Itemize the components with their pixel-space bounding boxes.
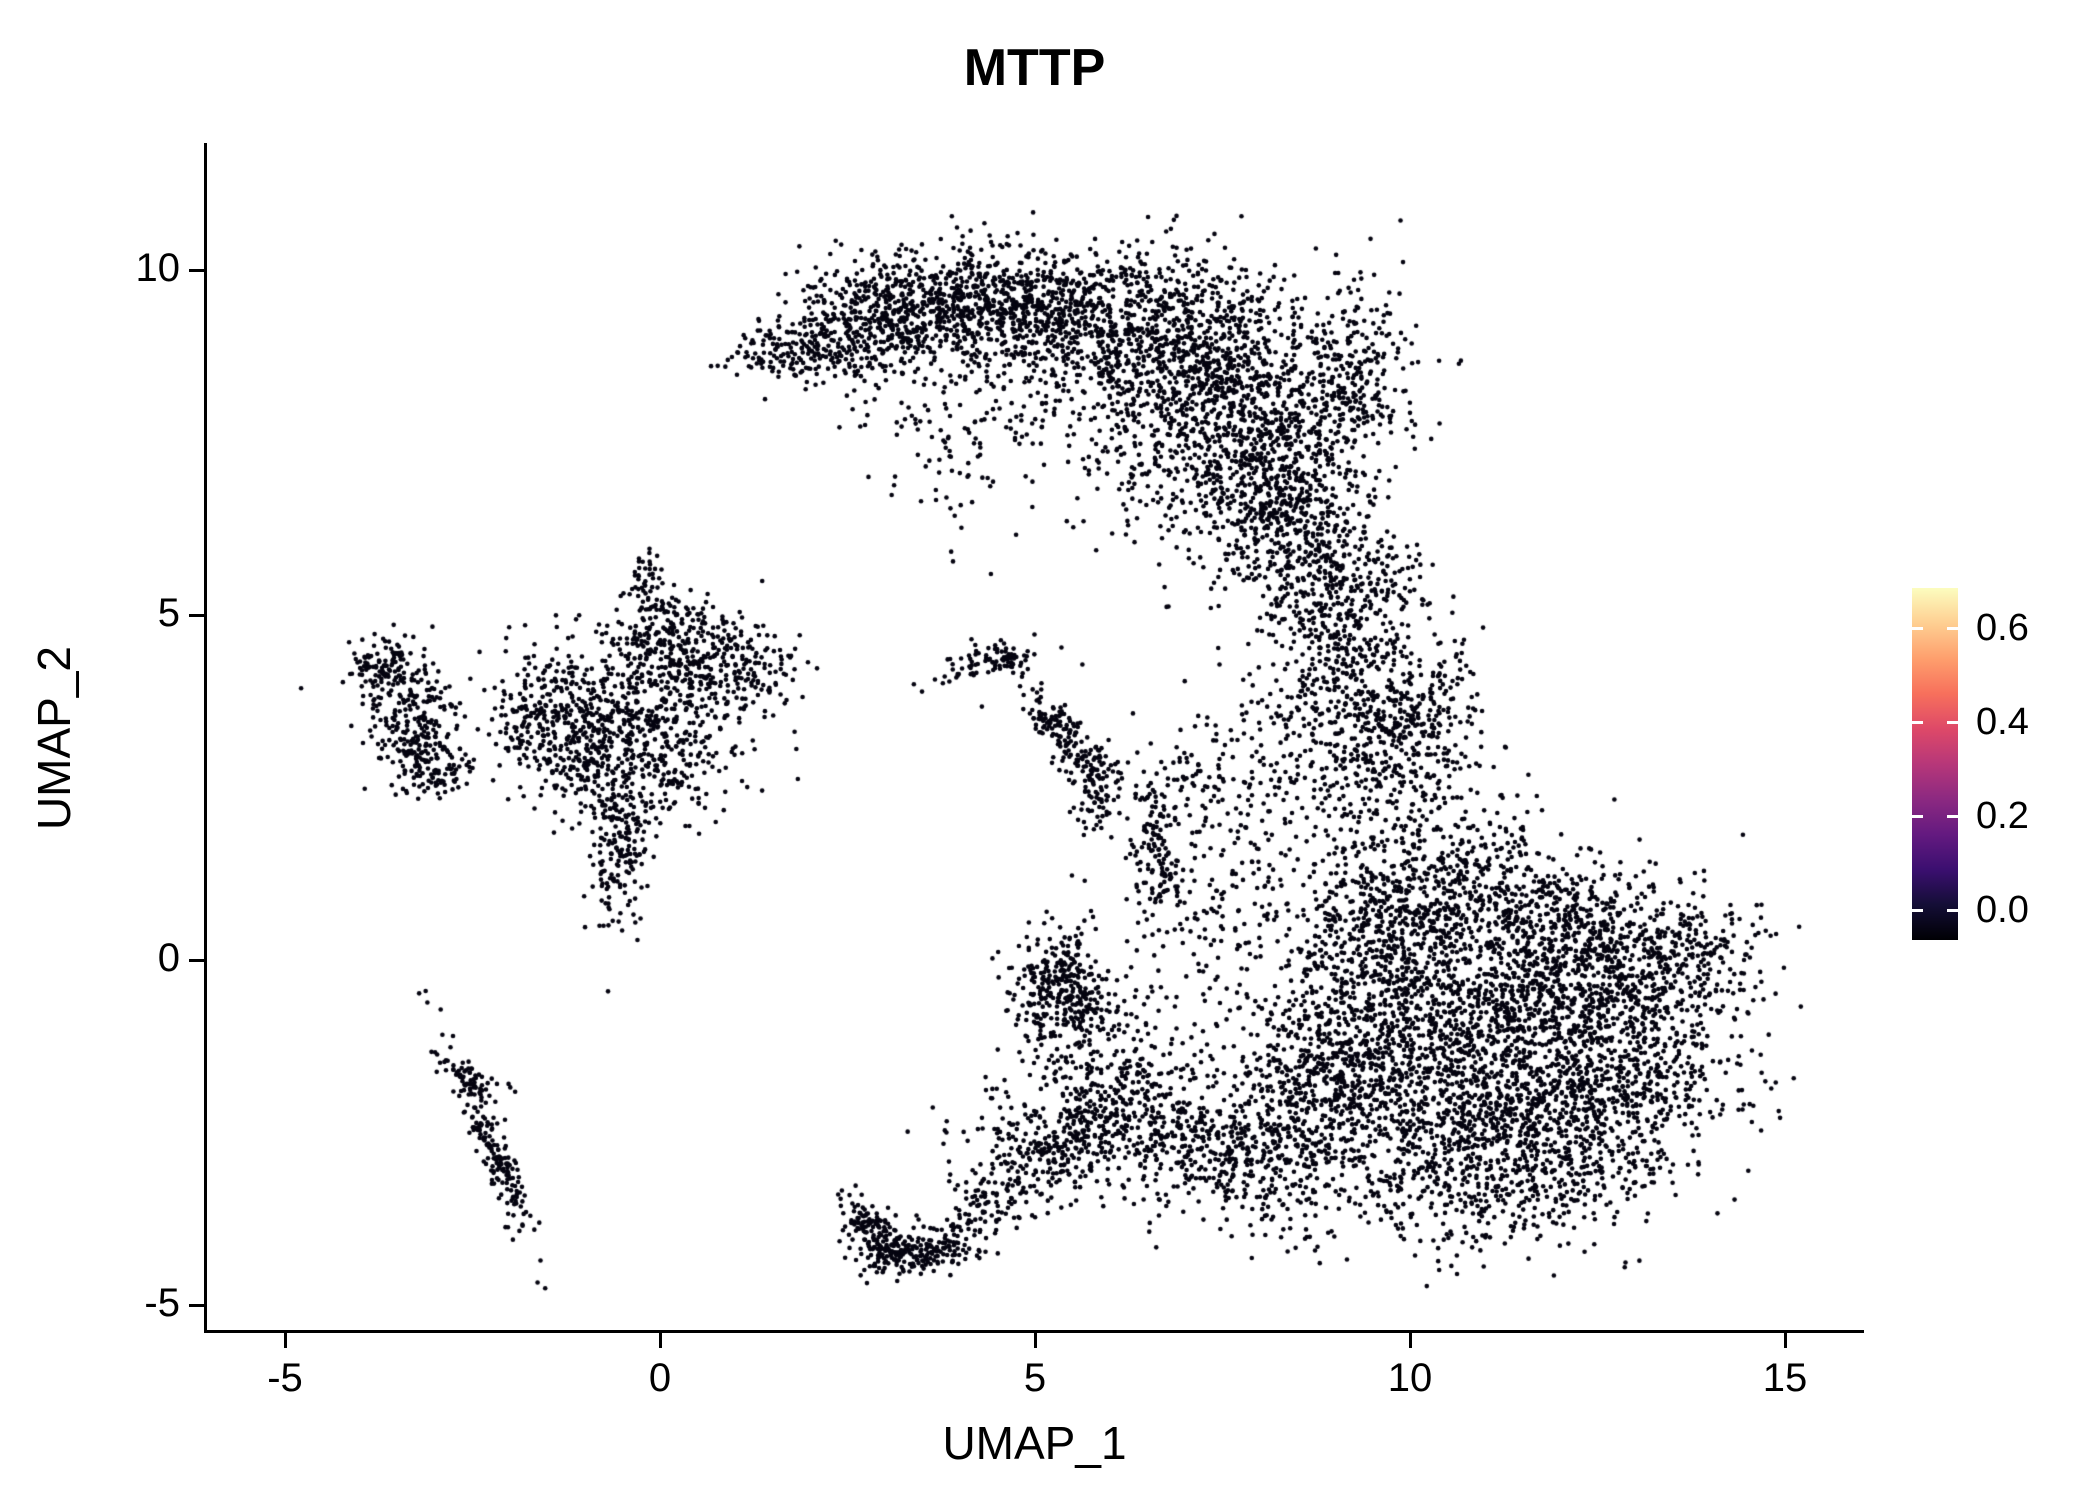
x-tick-label: 10: [1387, 1356, 1433, 1400]
x-tick-mark: [283, 1333, 287, 1348]
x-tick-label: 5: [1023, 1356, 1047, 1400]
y-axis-title: UMAP_2: [28, 645, 80, 831]
x-tick-mark: [658, 1333, 662, 1348]
y-tick-mark: [189, 268, 204, 272]
x-tick-label: -5: [267, 1356, 303, 1400]
colorbar-gradient: [1912, 588, 1958, 940]
y-tick-label: 5: [157, 591, 180, 635]
y-tick-mark: [189, 958, 204, 962]
colorbar-tick-mark: [1912, 626, 1923, 630]
colorbar-tick-mark: [1912, 720, 1923, 724]
plot-title: MTTP: [963, 39, 1106, 97]
y-axis-line: [204, 143, 207, 1333]
x-axis-line: [204, 1330, 1864, 1333]
x-tick-label: 15: [1762, 1356, 1808, 1400]
x-tick-mark: [1783, 1333, 1787, 1348]
colorbar-tick-label: 0.0: [1976, 889, 2029, 931]
colorbar-tick-label: 0.4: [1976, 701, 2029, 743]
colorbar-tick-label: 0.6: [1976, 607, 2029, 649]
x-tick-label: 0: [648, 1356, 672, 1400]
colorbar-tick-mark: [1947, 720, 1958, 724]
x-tick-mark: [1033, 1333, 1037, 1348]
y-tick-mark: [189, 1303, 204, 1307]
colorbar-tick-mark: [1912, 908, 1923, 912]
colorbar-tick-mark: [1912, 814, 1923, 818]
x-axis-title: UMAP_1: [942, 1417, 1127, 1469]
colorbar-tick-mark: [1947, 814, 1958, 818]
y-tick-label: 10: [135, 246, 181, 290]
y-tick-label: 0: [157, 936, 180, 980]
y-tick-mark: [189, 613, 204, 617]
x-tick-mark: [1408, 1333, 1412, 1348]
colorbar: [1912, 588, 1958, 940]
colorbar-tick-mark: [1947, 908, 1958, 912]
colorbar-tick-mark: [1947, 626, 1958, 630]
scatter-points-canvas: [207, 143, 1863, 1331]
y-tick-label: -5: [144, 1281, 180, 1325]
colorbar-tick-label: 0.2: [1976, 795, 2029, 837]
